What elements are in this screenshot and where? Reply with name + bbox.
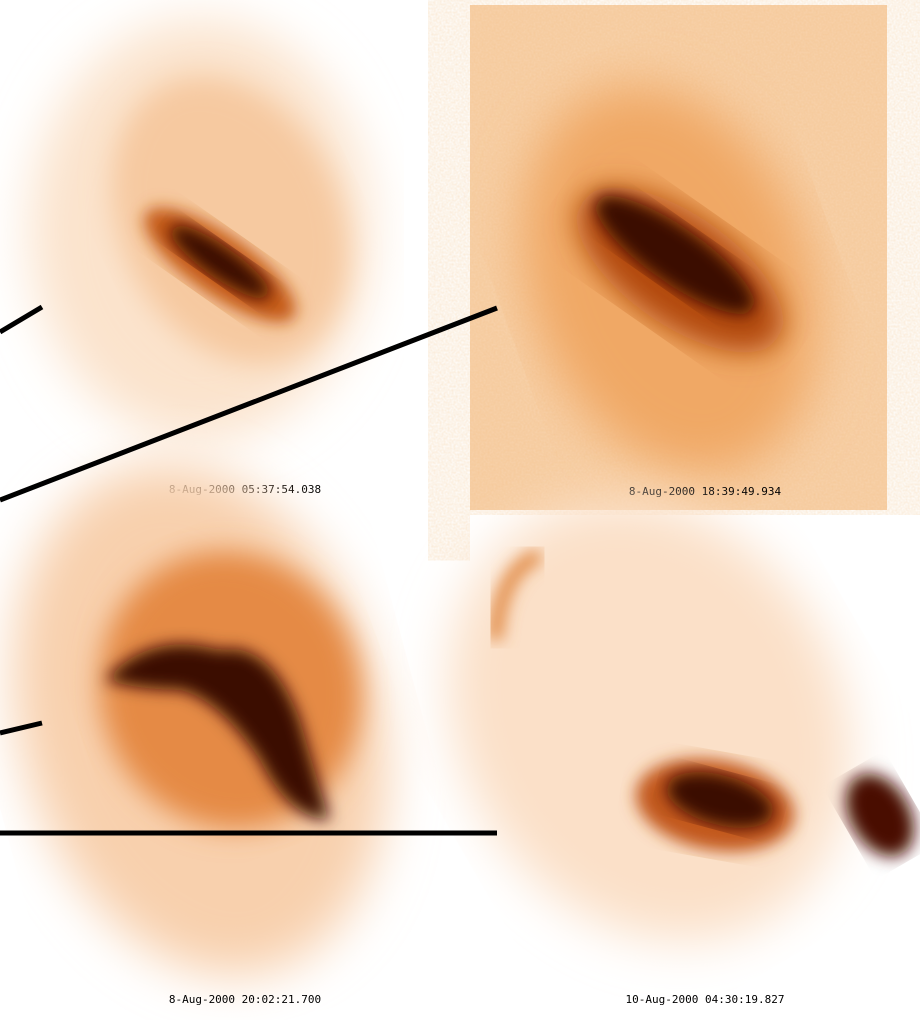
panel-image xyxy=(0,422,441,1017)
panel-image xyxy=(10,0,465,505)
timestamp: 8-Aug-2000 18:39:49.934 xyxy=(629,485,782,498)
panel-image xyxy=(370,426,920,1015)
panel-image xyxy=(470,5,887,516)
figure: 8-Aug-2000 05:37:54.038 8-Aug-2000 18:39… xyxy=(0,0,920,1020)
timestamp: 8-Aug-2000 20:02:21.700 xyxy=(169,993,321,1006)
timestamp: 10-Aug-2000 04:30:19.827 xyxy=(626,993,785,1006)
